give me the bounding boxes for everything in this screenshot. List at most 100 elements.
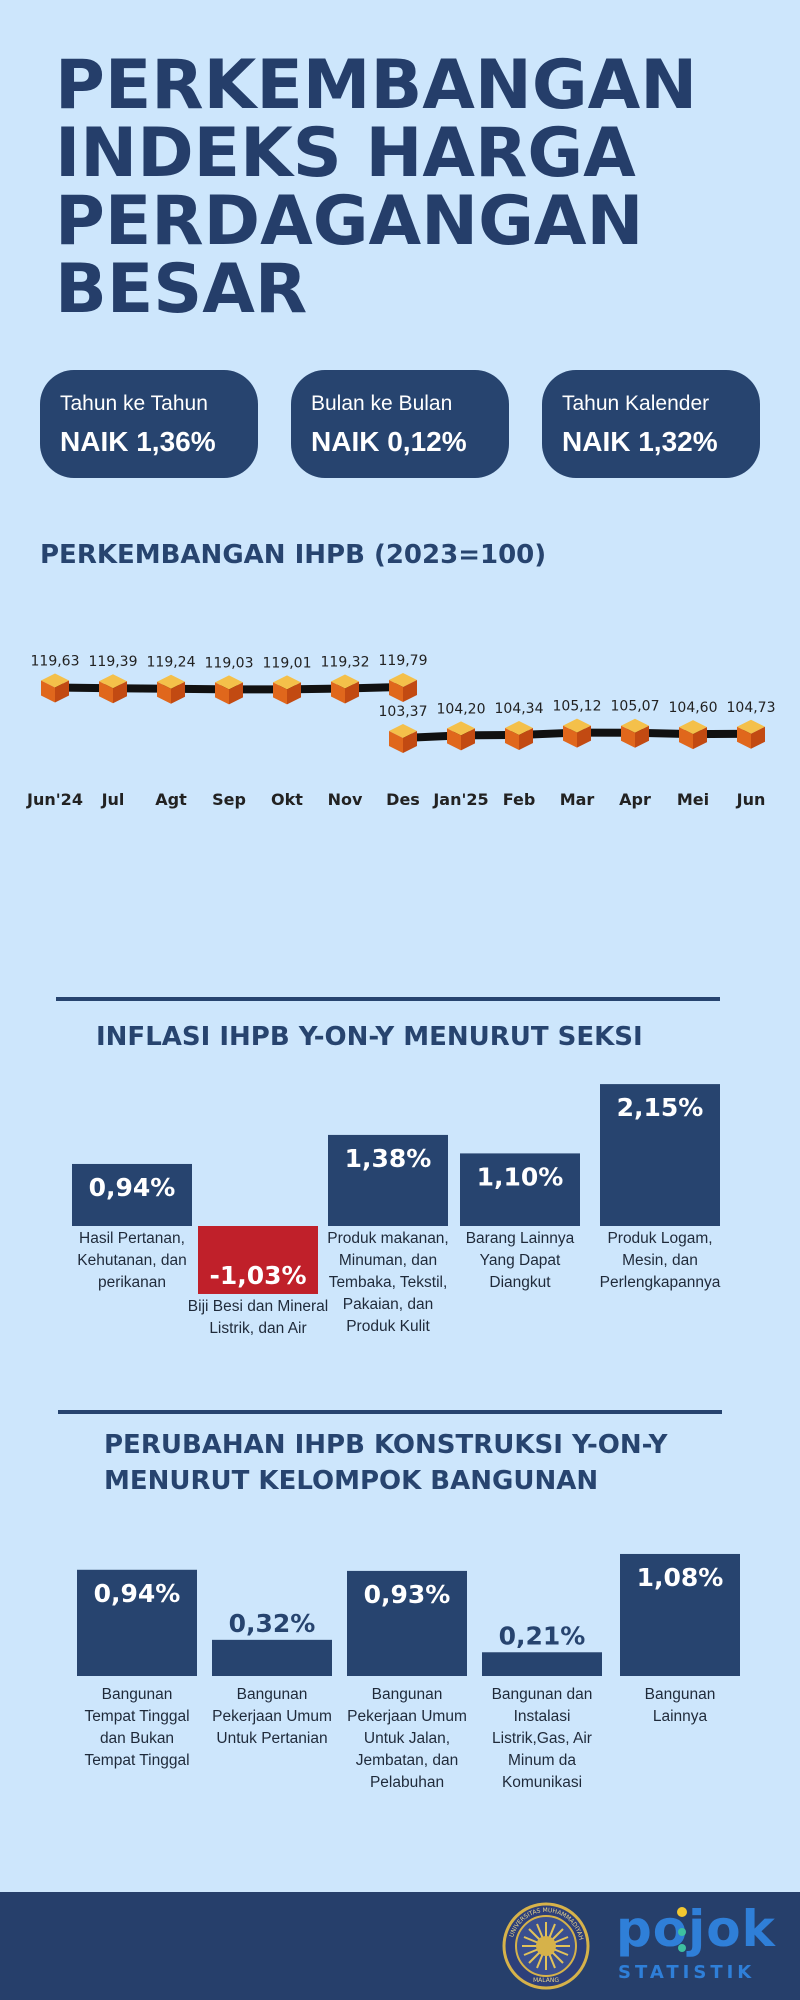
konstruksi-bar-chart: 0,94% 0,32% 0,93% 0,21% 1,08% — [77, 1553, 740, 1676]
ihpb-line-chart: 119,63 119,39 119,24 119,03 119,01 119,32 119,… — [26, 653, 776, 809]
title-line: PERDAGANGAN — [55, 182, 644, 261]
data-point-marker — [389, 724, 417, 753]
data-label: 103,37 — [379, 704, 428, 720]
konstruksi-chart-title: PERUBAHAN IHPB KONSTRUKSI Y-ON-Y MENURUT… — [104, 1430, 667, 1496]
category-label-line: Biji Besi dan Mineral — [187, 1297, 329, 1315]
data-point-marker — [621, 718, 649, 748]
x-tick-label: Jan'25 — [432, 790, 488, 809]
category-label: Bangunan dan Instalasi Listrik,Gas, Air Min… — [457, 1684, 627, 1794]
category-label-line: Bangunan — [101, 1686, 173, 1703]
footer: UNIVERSITAS MUHAMMADIYAH MALANG pojok ST… — [0, 1892, 800, 2000]
category-label: Biji Besi dan Mineral Listrik, dan Air — [173, 1296, 343, 1340]
category-label: Bangunan Pekerjaan Umum Untuk Pertanian — [187, 1684, 357, 1750]
category-label-line: Produk Kulit — [346, 1318, 430, 1335]
category-label-line: Pelabuhan — [369, 1774, 445, 1791]
data-point-marker — [273, 675, 301, 705]
section-divider — [56, 997, 720, 1001]
bar-value-label: 1,38% — [345, 1144, 432, 1173]
category-label-line: Untuk Jalan, — [363, 1730, 451, 1747]
title-line: MENURUT KELOMPOK BANGUNAN — [104, 1466, 599, 1496]
category-label: Barang Lainnya Yang Dapat Diangkut — [435, 1228, 605, 1294]
category-label-line: Minuman, dan — [338, 1252, 438, 1269]
bar — [600, 1084, 720, 1226]
bar — [77, 1569, 197, 1676]
brand-dot-accent — [677, 1907, 687, 1952]
data-label: 104,20 — [437, 701, 486, 717]
category-label-line: Pekerjaan Umum — [347, 1708, 467, 1725]
bar — [347, 1570, 467, 1676]
data-label: 104,73 — [727, 700, 776, 716]
stat-value: NAIK 0,12% — [311, 426, 467, 457]
x-tick-label: Jun — [736, 790, 766, 809]
category-label-line: Pakaian, dan — [342, 1296, 434, 1313]
data-label: 119,39 — [89, 654, 138, 670]
data-label: 119,24 — [147, 655, 196, 671]
bar-value-label: 0,94% — [89, 1173, 176, 1202]
line-chart-title: PERKEMBANGAN IHPB (2023=100) — [40, 540, 547, 570]
stat-card-mom: Bulan ke Bulan NAIK 0,12% — [291, 370, 509, 478]
stat-card-ytd: Tahun Kalender NAIK 1,32% — [542, 370, 760, 478]
bar-value-label: 1,08% — [637, 1563, 724, 1592]
data-point-marker — [389, 673, 417, 702]
stat-value: NAIK 1,36% — [60, 426, 216, 457]
category-label-line: Perlengkapannya — [599, 1274, 721, 1291]
x-tick-label: Mei — [677, 790, 709, 809]
bar-value-label: 0,21% — [499, 1621, 586, 1650]
category-label-line: perikanan — [97, 1274, 167, 1291]
x-tick-label: Jun'24 — [26, 790, 83, 809]
bar-value-label: 0,93% — [364, 1580, 451, 1609]
category-label-line: Minum da — [507, 1752, 577, 1769]
title-line: BESAR — [55, 250, 308, 329]
category-label-line: Tempat Tinggal — [84, 1708, 190, 1725]
category-label-line: Produk makanan, — [327, 1230, 449, 1247]
category-label-line: Produk Logam, — [607, 1230, 713, 1247]
category-label-line: Lainnya — [652, 1708, 708, 1725]
bar-value-label: 1,10% — [477, 1162, 564, 1191]
data-label: 105,07 — [611, 699, 660, 715]
category-label: Bangunan Pekerjaan Umum Untuk Jalan, Jembat… — [322, 1684, 492, 1794]
title-line: PERUBAHAN IHPB KONSTRUKSI Y-ON-Y — [104, 1430, 668, 1460]
category-label-line: Instalasi — [513, 1708, 571, 1725]
brand-wordmark: pojok — [616, 1900, 776, 1958]
bar — [212, 1639, 332, 1676]
category-label-line: Tempat Tinggal — [84, 1752, 190, 1769]
seksi-bar-chart: 0,94% -1,03% 1,38% 1,10% 2,15% — [72, 1084, 720, 1294]
stat-label: Tahun Kalender — [562, 392, 710, 415]
category-label-line: Komunikasi — [501, 1774, 583, 1791]
data-label: 119,32 — [321, 654, 370, 670]
data-label: 119,03 — [205, 655, 254, 671]
title-line: INDEKS HARGA — [55, 114, 636, 193]
category-label-line: Bangunan — [644, 1686, 716, 1703]
bar-value-label: -1,03% — [209, 1261, 306, 1290]
stat-value: NAIK 1,32% — [562, 426, 718, 457]
category-label-line: Bangunan — [371, 1686, 443, 1703]
seal-city-text: MALANG — [533, 1977, 559, 1984]
category-label-line: Barang Lainnya — [465, 1230, 575, 1247]
data-point-marker — [447, 721, 475, 751]
category-label: Bangunan Lainnya — [595, 1684, 765, 1728]
category-label: Produk makanan, Minuman, dan Tembaka, Teks… — [303, 1228, 473, 1338]
section-divider — [58, 1410, 722, 1414]
title-line: PERKEMBANGAN — [55, 46, 698, 125]
category-label: Produk Logam, Mesin, dan Perlengkapannya — [575, 1228, 745, 1294]
bar-value-label: 0,94% — [94, 1579, 181, 1608]
x-tick-label: Mar — [560, 790, 595, 809]
data-label: 119,79 — [379, 653, 428, 669]
data-point-marker — [563, 718, 591, 748]
data-point-marker — [215, 675, 243, 705]
category-label: Bangunan Tempat Tinggal dan Bukan Tempat Ti… — [52, 1684, 222, 1772]
university-seal-logo: UNIVERSITAS MUHAMMADIYAH MALANG — [502, 1902, 590, 1990]
data-label: 104,60 — [669, 700, 718, 716]
data-label: 119,63 — [31, 653, 80, 669]
x-tick-label: Okt — [271, 790, 303, 809]
category-label-line: Tembaka, Tekstil, — [328, 1274, 448, 1291]
data-point-marker — [505, 720, 533, 750]
brand-subtitle: STATISTIK — [618, 1962, 756, 1983]
x-tick-label: Agt — [155, 790, 187, 809]
data-point-marker — [157, 674, 185, 704]
category-label-line: dan Bukan — [99, 1730, 175, 1747]
bar — [620, 1553, 740, 1676]
category-label-line: Mesin, dan — [622, 1252, 698, 1269]
stat-label: Tahun ke Tahun — [60, 392, 208, 415]
data-label: 104,34 — [495, 701, 544, 717]
